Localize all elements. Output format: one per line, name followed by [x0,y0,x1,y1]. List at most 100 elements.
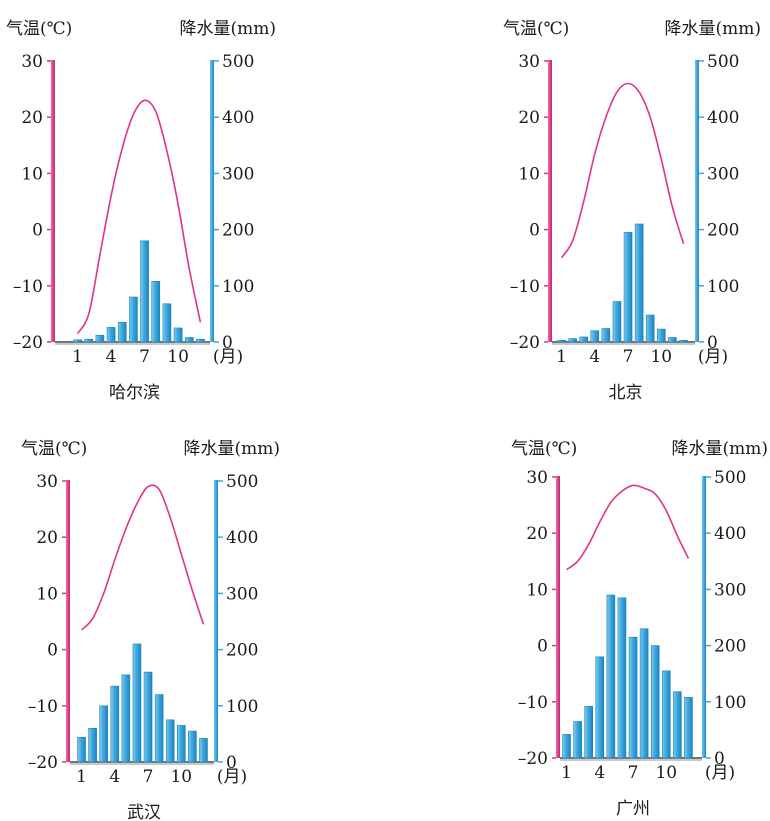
city-name: 武汉 [127,803,161,821]
precip-axis-title: 降水量(mm) [183,439,280,459]
x-tick-label: 7 [623,347,634,367]
precip-bar [129,296,138,343]
precip-bar [173,327,183,343]
precip-axis [702,476,706,758]
chart-panel-2: 气温(℃) 降水量(mm)3020100–10–20500400300200100… [503,19,761,403]
precip-bar [88,727,97,763]
precip-bar [84,338,94,343]
precip-bar [684,697,693,759]
precip-bar [601,328,611,343]
x-tick-label: 4 [594,763,605,783]
temp-tick-label: 0 [47,641,58,661]
temp-tick-label: 0 [32,221,43,241]
temp-tick-label: 30 [36,472,58,492]
x-tick-label: 1 [76,767,87,787]
precip-bar [617,597,627,759]
temp-line [76,99,202,335]
precip-bar [177,725,186,763]
x-baseline-shadow [560,757,702,761]
temp-tick-label: –10 [13,277,43,297]
precip-tick-label: 0 [707,333,718,353]
temp-tick-label: 20 [21,108,43,128]
precip-tick-label: 100 [707,277,739,297]
temp-tick-label: –20 [28,753,58,773]
temp-tick-label: 10 [526,580,548,600]
precip-bar [628,636,638,759]
temp-tick-label: 30 [526,468,548,488]
precip-bar [154,694,164,763]
precip-bar [606,594,616,759]
precip-axis-title: 降水量(mm) [179,19,276,39]
x-tick-label: 10 [170,767,192,787]
x-unit-label: (月) [698,347,728,367]
x-unit-label: (月) [213,347,243,367]
precip-tick-label: 0 [714,749,725,769]
precip-bar [196,338,205,343]
precip-axis-title: 降水量(mm) [664,19,761,39]
precip-tick-label: 100 [714,693,746,713]
precip-tick-label: 200 [226,641,258,661]
precip-bar [162,303,172,343]
precip-axis [214,480,218,762]
temp-axis [548,60,552,342]
temp-tick-label: 30 [518,52,540,72]
x-baseline-shadow [552,341,695,345]
temp-axis-title: 气温(℃) [503,19,569,39]
x-tick-label: 10 [655,763,677,783]
x-tick-label: 4 [589,347,600,367]
temp-tick-label: –20 [13,333,43,353]
precip-tick-label: 300 [222,164,254,184]
precip-bar [557,340,566,343]
precip-bar [151,281,161,343]
x-unit-label: (月) [705,763,735,783]
precip-axis-title: 降水量(mm) [671,439,768,459]
x-tick-label: 1 [556,347,567,367]
precip-bar [590,330,600,343]
precip-tick-label: 500 [707,52,739,72]
precip-tick-label: 100 [222,277,254,297]
precip-tick-label: 400 [714,524,746,544]
temp-tick-label: 10 [21,164,43,184]
city-name: 哈尔滨 [109,383,160,403]
precip-bar [679,340,688,343]
precip-bar [165,719,175,763]
x-tick-label: 4 [109,767,120,787]
temp-tick-label: –10 [510,277,540,297]
precip-bar [132,643,142,763]
precip-bar [639,628,649,759]
temp-axis [66,480,70,762]
chart-panel-1: 气温(℃) 降水量(mm)3020100–10–20500400300200100… [6,19,276,403]
precip-bar [117,322,127,343]
x-baseline-shadow [55,341,210,345]
city-name: 北京 [609,383,643,403]
precip-bar [595,656,605,759]
x-unit-label: (月) [217,767,247,787]
precip-tick-label: 200 [707,221,739,241]
temp-tick-label: 20 [518,108,540,128]
precip-bar [106,327,116,343]
x-tick-label: 1 [72,347,83,367]
chart-panel-4: 气温(℃) 降水量(mm)3020100–10–20500400300200100… [511,439,768,819]
precip-tick-label: 400 [707,108,739,128]
precip-bar [77,736,86,763]
temp-axis-title: 气温(℃) [21,439,87,459]
city-name: 广州 [616,799,650,819]
precip-tick-label: 300 [714,580,746,600]
x-tick-label: 10 [650,347,672,367]
precip-bar [121,674,131,763]
temp-axis [51,60,55,342]
precip-bar [110,685,120,763]
temp-tick-label: 20 [526,524,548,544]
precip-tick-label: 500 [222,52,254,72]
precip-bar [612,301,622,343]
temp-axis [556,476,560,758]
chart-panel-3: 气温(℃) 降水量(mm)3020100–10–20500400300200100… [21,439,280,821]
temp-line [560,82,685,259]
precip-tick-label: 400 [222,108,254,128]
x-tick-label: 7 [139,347,150,367]
x-tick-label: 7 [143,767,154,787]
precip-bar [95,334,105,343]
temp-axis-title: 气温(℃) [6,19,72,39]
temp-tick-label: 10 [518,164,540,184]
